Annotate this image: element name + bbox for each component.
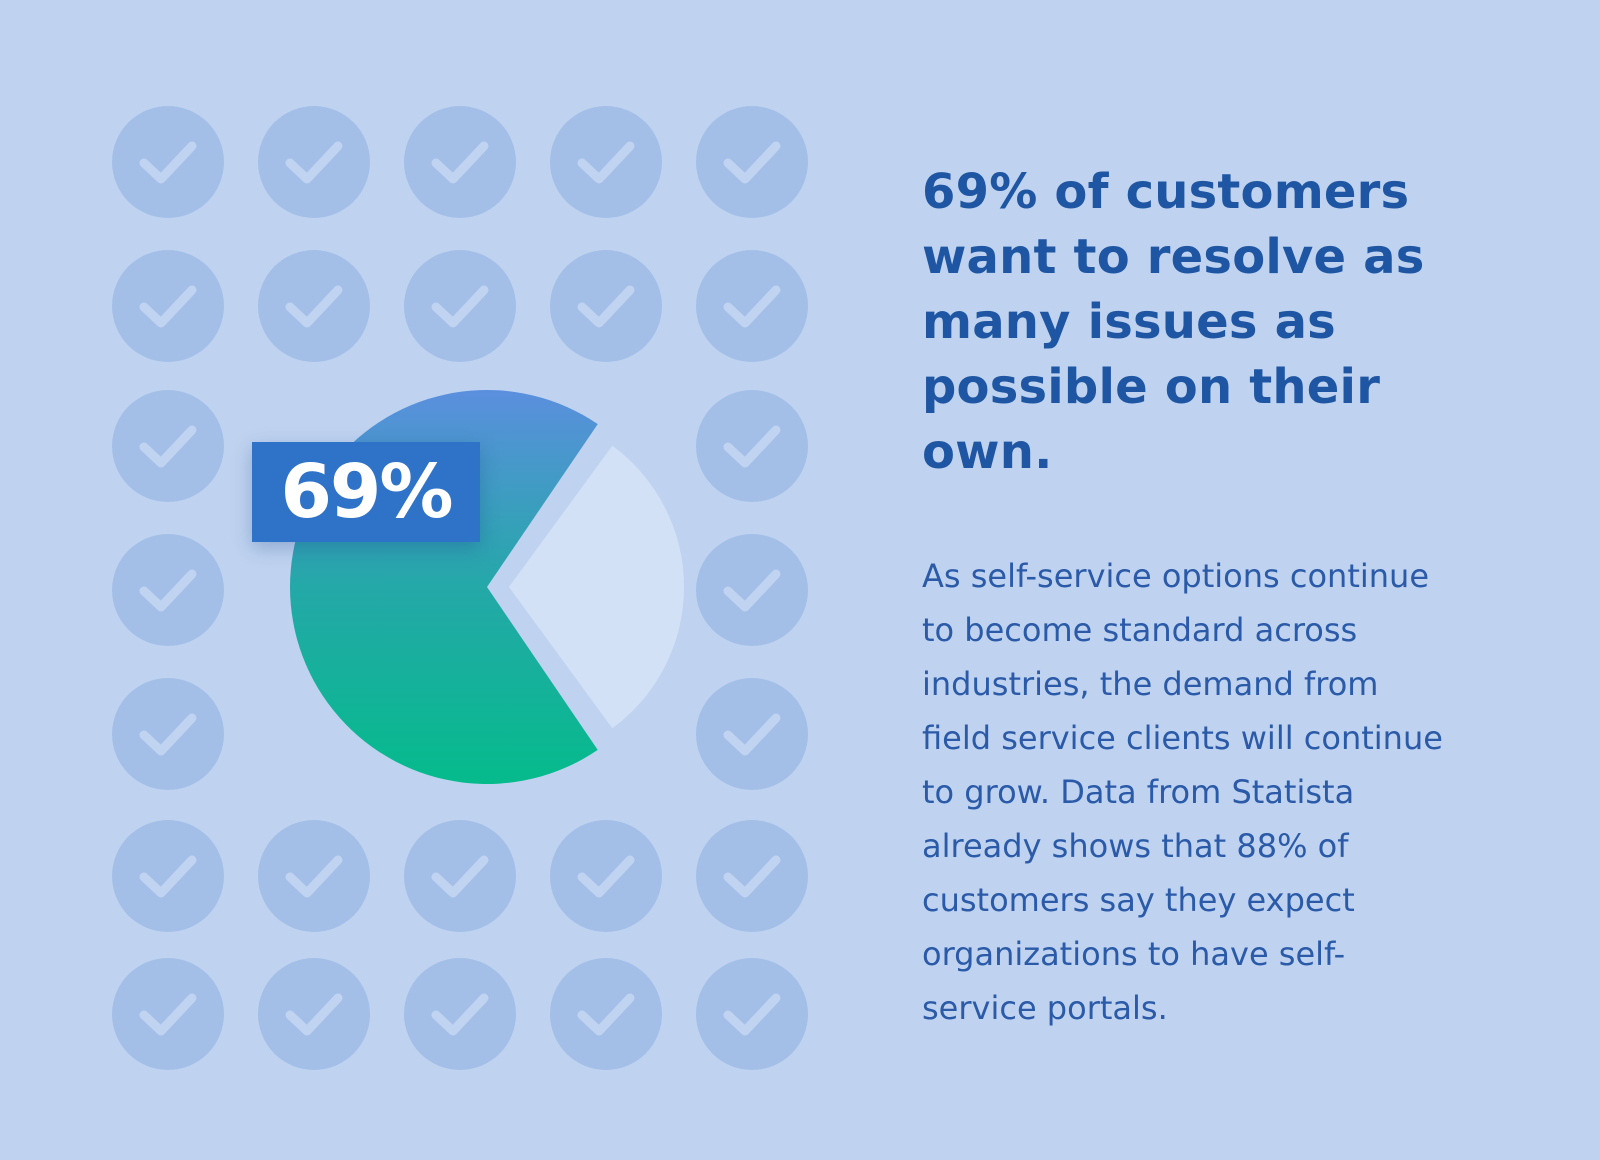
check-circle-icon: [696, 958, 808, 1070]
check-circle-icon: [696, 678, 808, 790]
check-circle-icon: [112, 820, 224, 932]
body-line: field service clients will continue: [922, 719, 1443, 757]
body-line: organizations to have self-: [922, 935, 1346, 973]
text-column: 69% of customers want to resolve as many…: [922, 160, 1542, 1035]
check-circle-icon: [258, 958, 370, 1070]
body-line: service portals.: [922, 989, 1168, 1027]
headline-line: want to resolve as: [922, 229, 1425, 285]
check-circle-icon: [696, 106, 808, 218]
body-line: already shows that 88% of: [922, 827, 1349, 865]
percentage-badge: 69%: [252, 442, 480, 542]
check-circle-icon: [550, 250, 662, 362]
headline: 69% of customers want to resolve as many…: [922, 160, 1542, 485]
check-circle-icon: [696, 820, 808, 932]
check-circle-icon: [404, 250, 516, 362]
body-line: to become standard across: [922, 611, 1358, 649]
pie-data-label: 69%: [280, 449, 453, 535]
headline-line: own.: [922, 424, 1053, 480]
headline-line: many issues as: [922, 294, 1336, 350]
body-line: industries, the demand from: [922, 665, 1379, 703]
pie-slice-remainder: [509, 445, 685, 729]
headline-line: 69% of customers: [922, 164, 1410, 220]
check-circle-icon: [550, 106, 662, 218]
check-circle-icon: [696, 534, 808, 646]
check-circle-icon: [112, 678, 224, 790]
check-circle-icon: [258, 820, 370, 932]
check-circle-icon: [404, 820, 516, 932]
check-circle-icon: [112, 250, 224, 362]
check-circle-icon: [112, 958, 224, 1070]
check-circle-icon: [696, 390, 808, 502]
check-circle-icon: [258, 106, 370, 218]
headline-line: possible on their: [922, 359, 1381, 415]
check-circle-icon: [696, 250, 808, 362]
check-circle-icon: [404, 958, 516, 1070]
check-circle-icon: [550, 958, 662, 1070]
check-circle-icon: [404, 106, 516, 218]
body-line: customers say they expect: [922, 881, 1355, 919]
body-line: As self-service options continue: [922, 557, 1430, 595]
check-circle-icon: [550, 820, 662, 932]
body-line: to grow. Data from Statista: [922, 773, 1355, 811]
check-circle-icon: [112, 390, 224, 502]
body-paragraph: As self-service options continue to beco…: [922, 549, 1542, 1035]
check-circle-icon: [112, 534, 224, 646]
check-circle-icon: [258, 250, 370, 362]
check-circle-icon: [112, 106, 224, 218]
